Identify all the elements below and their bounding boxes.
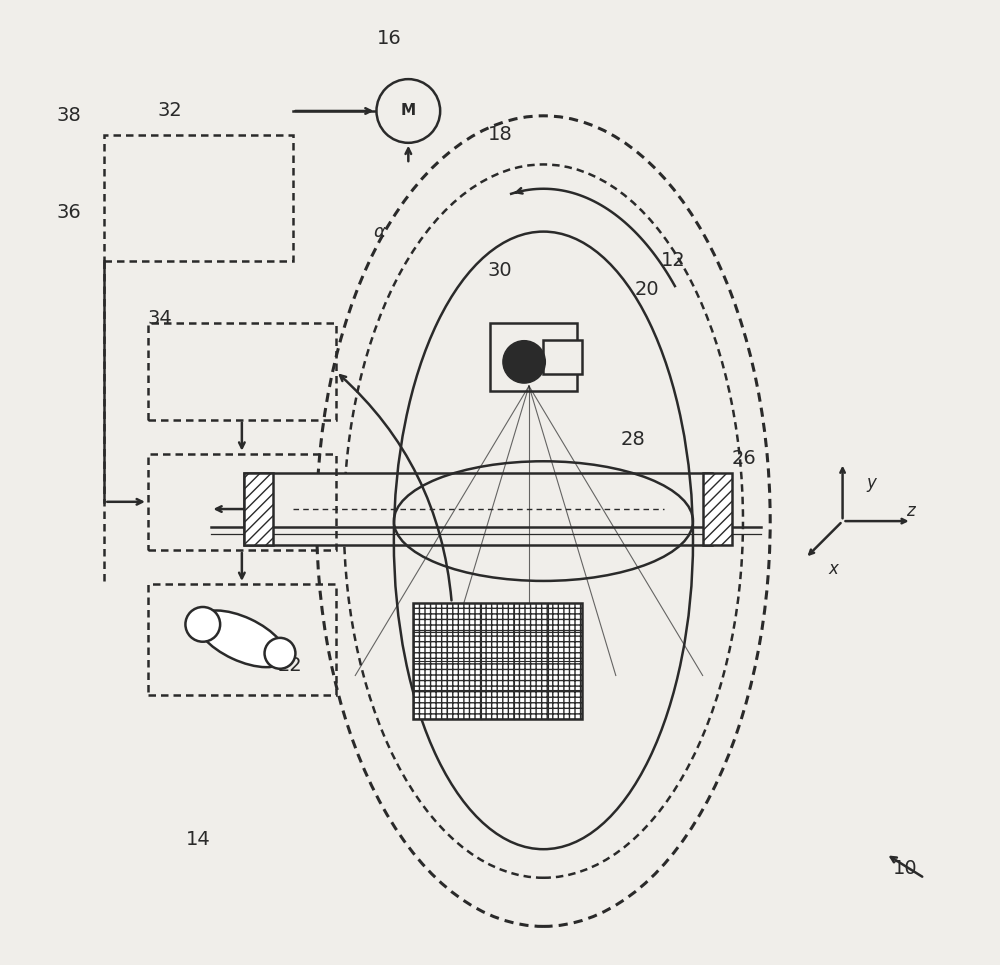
Text: y: y xyxy=(867,474,876,491)
Text: 10: 10 xyxy=(893,859,918,878)
Text: 20: 20 xyxy=(635,280,660,299)
Circle shape xyxy=(376,79,440,143)
Circle shape xyxy=(503,341,545,383)
Text: 28: 28 xyxy=(621,429,645,449)
Text: 12: 12 xyxy=(661,251,686,270)
Text: 30: 30 xyxy=(488,261,512,280)
Bar xyxy=(543,340,582,374)
Bar xyxy=(703,473,732,545)
Circle shape xyxy=(185,607,220,642)
Ellipse shape xyxy=(197,611,286,667)
Bar xyxy=(244,473,273,545)
Text: 34: 34 xyxy=(148,309,173,328)
Text: 32: 32 xyxy=(157,101,182,121)
Text: x: x xyxy=(828,561,838,578)
Text: 36: 36 xyxy=(56,203,81,222)
Text: z: z xyxy=(906,503,914,520)
Bar xyxy=(413,603,582,719)
Text: 18: 18 xyxy=(488,125,512,145)
Text: $\alpha$: $\alpha$ xyxy=(373,223,386,240)
Text: 16: 16 xyxy=(377,29,401,48)
Text: M: M xyxy=(401,103,416,119)
Text: 38: 38 xyxy=(56,106,81,125)
FancyBboxPatch shape xyxy=(490,323,577,391)
Text: 14: 14 xyxy=(186,830,210,849)
Circle shape xyxy=(265,638,295,669)
FancyBboxPatch shape xyxy=(244,473,712,545)
Text: 22: 22 xyxy=(277,656,302,676)
Text: 26: 26 xyxy=(732,449,756,468)
